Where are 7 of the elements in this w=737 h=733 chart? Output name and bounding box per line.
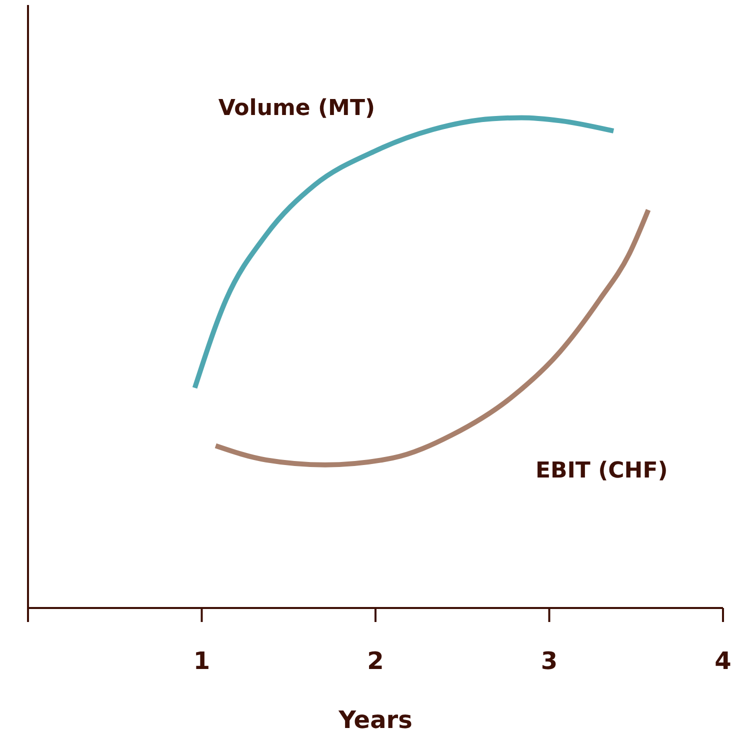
x-tick-label: 3 <box>540 647 558 675</box>
x-tick-label: 4 <box>714 647 732 675</box>
x-tick-label: 2 <box>367 647 384 675</box>
series-label: Volume (MT) <box>218 96 376 121</box>
x-axis-title: Years <box>338 706 412 733</box>
text: EBIT (CHF) <box>535 458 668 484</box>
x-tick-label: 1 <box>193 647 210 675</box>
